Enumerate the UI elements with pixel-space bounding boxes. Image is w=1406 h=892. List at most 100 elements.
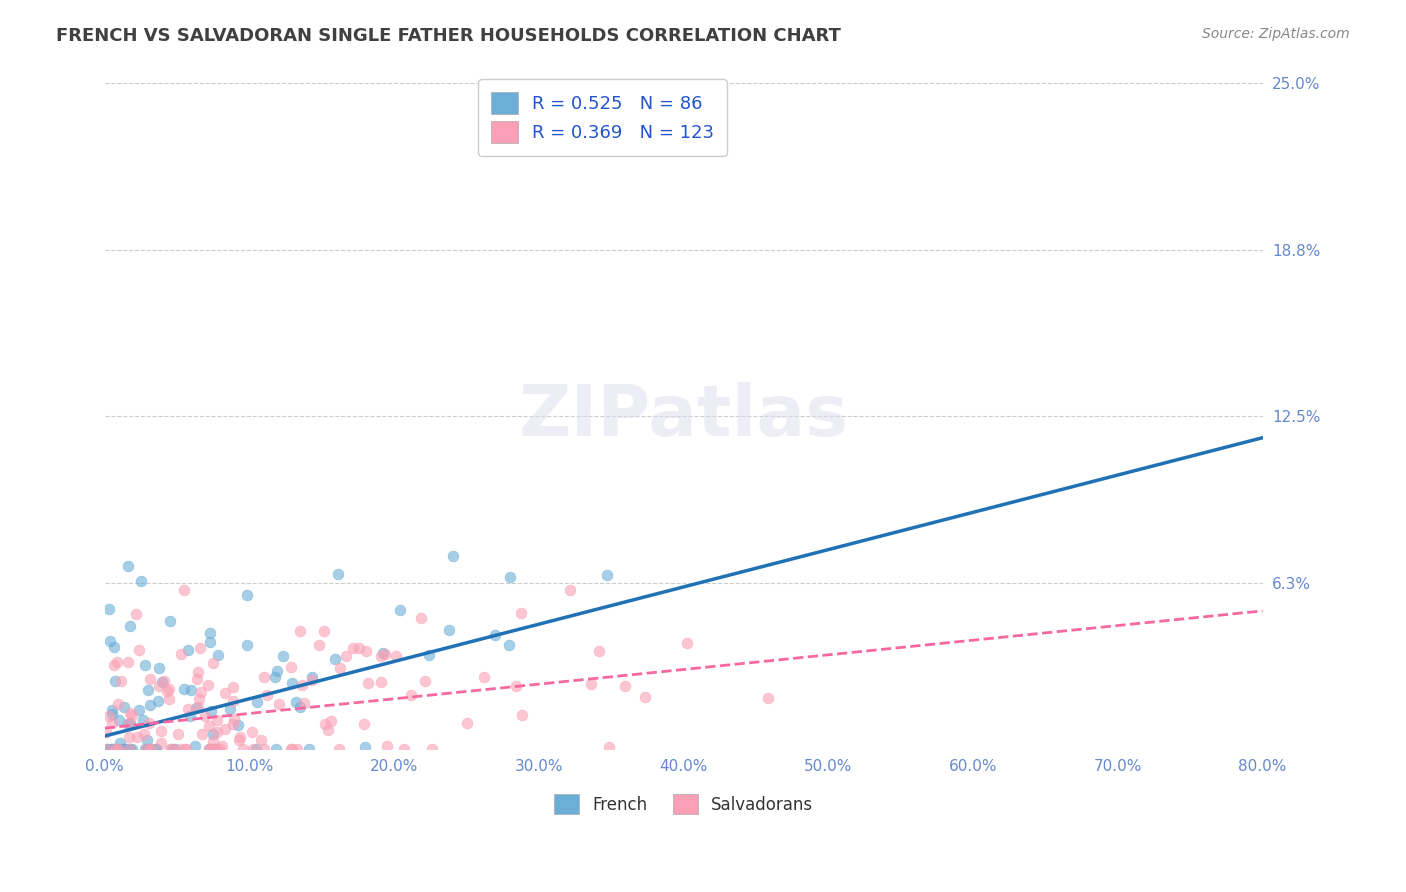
Point (173, 681, 195, 696)
Point (117, 655, 139, 669)
Point (146, 693, 169, 707)
Point (121, 742, 143, 756)
Point (177, 643, 200, 657)
Point (353, 717, 375, 731)
Point (242, 742, 264, 756)
Point (316, 723, 339, 738)
Point (256, 688, 278, 702)
Point (377, 739, 399, 754)
Point (347, 640, 370, 655)
Point (162, 742, 184, 756)
Point (228, 733, 250, 747)
Point (222, 681, 245, 695)
Point (441, 549, 464, 563)
Point (115, 742, 138, 756)
Point (121, 707, 143, 722)
Point (184, 739, 207, 754)
Point (97, 602, 120, 616)
Point (107, 697, 129, 711)
Point (186, 673, 208, 687)
Point (174, 742, 197, 756)
Point (120, 715, 142, 730)
Point (200, 704, 222, 718)
Point (103, 742, 125, 756)
Point (145, 742, 167, 756)
Point (190, 684, 212, 698)
Point (269, 697, 291, 711)
Point (222, 694, 245, 708)
Point (222, 717, 245, 731)
Point (112, 742, 135, 756)
Text: ZIPatlas: ZIPatlas (519, 382, 849, 451)
Point (197, 678, 219, 692)
Point (135, 732, 157, 747)
Point (136, 683, 159, 698)
Point (371, 646, 394, 660)
Point (280, 659, 302, 673)
Point (219, 701, 242, 715)
Point (186, 701, 208, 715)
Point (418, 648, 440, 662)
Point (201, 727, 224, 741)
Point (240, 725, 263, 739)
Point (205, 713, 228, 727)
Point (149, 736, 172, 750)
Point (136, 742, 159, 756)
Point (107, 742, 129, 756)
Point (211, 739, 233, 753)
Point (145, 742, 167, 756)
Point (159, 742, 181, 756)
Point (392, 742, 415, 756)
Point (152, 673, 174, 688)
Point (103, 658, 125, 673)
Point (201, 734, 224, 748)
Point (118, 730, 141, 744)
Point (498, 638, 520, 652)
Point (94, 742, 117, 756)
Point (207, 725, 229, 739)
Point (96, 742, 118, 756)
Point (354, 739, 377, 754)
Point (101, 716, 124, 731)
Point (232, 742, 254, 756)
Point (98, 742, 121, 756)
Point (292, 696, 315, 710)
Point (111, 742, 134, 756)
Point (128, 643, 150, 657)
Point (135, 742, 157, 756)
Point (148, 661, 170, 675)
Point (134, 657, 156, 672)
Point (388, 603, 411, 617)
Point (117, 717, 139, 731)
Point (456, 716, 478, 731)
Point (285, 742, 308, 756)
Point (634, 690, 657, 704)
Point (328, 742, 350, 756)
Point (105, 655, 128, 669)
Point (409, 611, 432, 625)
Point (202, 742, 225, 756)
Point (141, 742, 163, 756)
Point (187, 665, 209, 679)
Point (264, 670, 287, 684)
Point (505, 679, 527, 693)
Point (280, 742, 302, 756)
Point (222, 713, 245, 727)
Point (472, 670, 495, 684)
Point (101, 742, 124, 756)
Point (342, 640, 364, 655)
Point (187, 700, 209, 714)
Point (131, 574, 153, 588)
Point (156, 684, 179, 698)
Point (370, 674, 392, 689)
Point (200, 742, 222, 756)
Point (384, 649, 406, 664)
Point (125, 607, 148, 621)
Point (201, 656, 224, 670)
Point (290, 700, 312, 714)
Point (413, 673, 436, 688)
Point (94, 742, 117, 756)
Point (510, 606, 533, 620)
Point (170, 647, 193, 661)
Point (288, 624, 311, 639)
